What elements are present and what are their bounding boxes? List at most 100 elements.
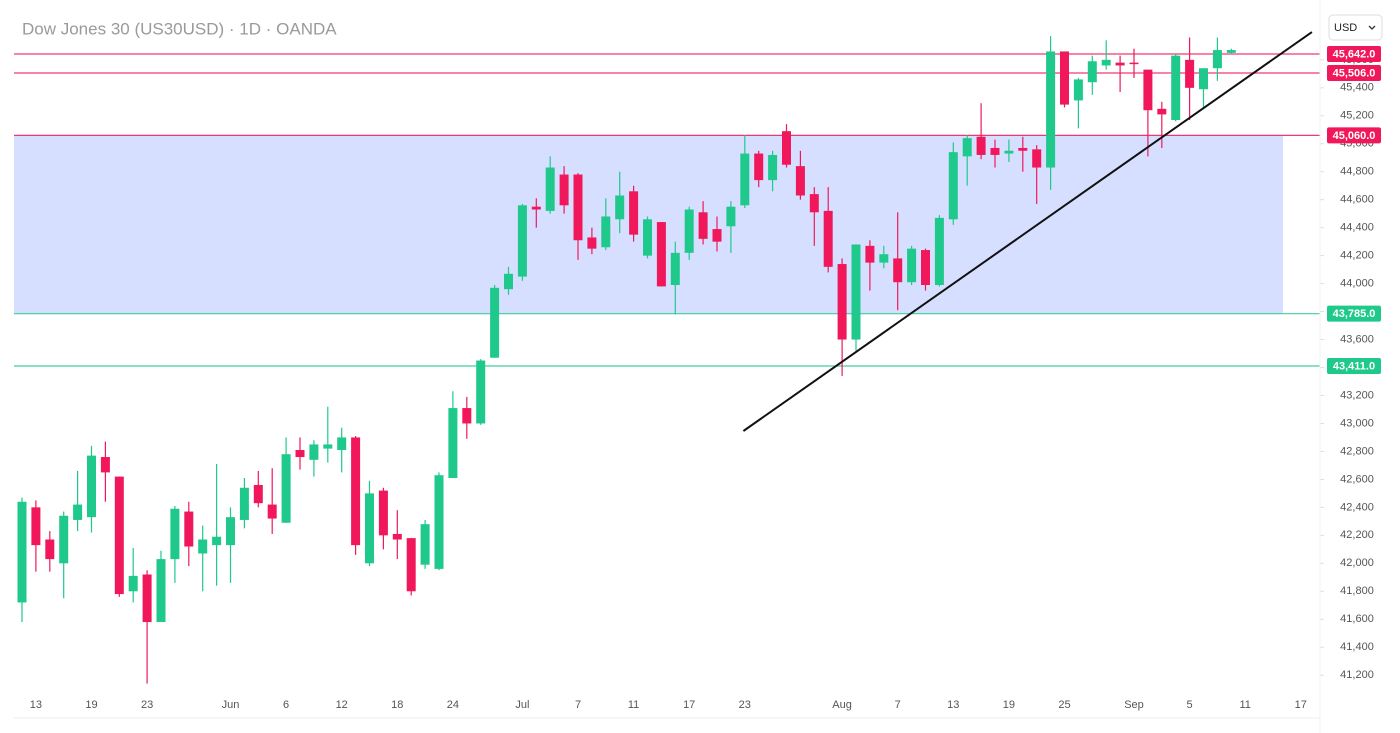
candle-body bbox=[1032, 149, 1042, 168]
candle-body bbox=[406, 538, 416, 592]
candle-body bbox=[782, 131, 791, 165]
x-tick-label: 5 bbox=[1187, 699, 1193, 711]
candle-body bbox=[392, 533, 402, 540]
x-tick-label: 12 bbox=[336, 699, 348, 711]
price-tag-label: 43,785.0 bbox=[1333, 308, 1376, 320]
y-tick-label: 41,400 bbox=[1340, 641, 1374, 653]
candle-body bbox=[87, 455, 96, 518]
x-tick-label: 11 bbox=[1239, 699, 1250, 711]
plot-area bbox=[14, 31, 1320, 684]
y-tick-label: 43,200 bbox=[1340, 389, 1374, 401]
candle-body bbox=[309, 444, 319, 460]
candle-body bbox=[795, 166, 805, 196]
y-tick-label: 41,200 bbox=[1340, 669, 1374, 681]
candle-body bbox=[1226, 50, 1236, 53]
candle-body bbox=[170, 508, 180, 560]
candle-body bbox=[1101, 59, 1111, 66]
title-backdrop bbox=[16, 14, 356, 46]
candle-body bbox=[726, 206, 736, 227]
candle-body bbox=[712, 229, 722, 242]
candle-body bbox=[601, 216, 611, 248]
candle-body bbox=[198, 539, 208, 554]
candle-body bbox=[142, 574, 152, 623]
candle-body bbox=[545, 167, 555, 211]
price-tag bbox=[1327, 45, 1381, 62]
grid-layer bbox=[1320, 59, 1324, 676]
candle-body bbox=[100, 457, 110, 473]
candle-body bbox=[184, 511, 194, 547]
candle-body bbox=[267, 504, 277, 519]
price-tag-label: 45,060.0 bbox=[1333, 130, 1376, 142]
candle-body bbox=[893, 258, 903, 283]
x-tick-label: 13 bbox=[30, 699, 42, 711]
candle-body bbox=[1073, 79, 1083, 101]
candle-body bbox=[740, 153, 750, 206]
candle-body bbox=[629, 191, 639, 235]
y-tick-label: 44,800 bbox=[1340, 166, 1374, 178]
currency-select[interactable]: USD bbox=[1328, 14, 1383, 41]
x-tick-label: 19 bbox=[1003, 699, 1015, 711]
candle-body bbox=[990, 147, 1000, 155]
candle-body bbox=[114, 476, 124, 595]
candle-body bbox=[59, 515, 69, 564]
candle-body bbox=[670, 252, 680, 286]
price-tag bbox=[1327, 127, 1381, 144]
trendline bbox=[742, 31, 1313, 432]
candle-body bbox=[462, 408, 472, 424]
candle-body bbox=[1004, 150, 1014, 154]
candle-body bbox=[420, 524, 430, 565]
y-tick-label: 44,600 bbox=[1340, 194, 1374, 206]
x-tick-label: 23 bbox=[739, 699, 751, 711]
price-tag bbox=[1327, 357, 1381, 374]
y-tick-label: 41,600 bbox=[1340, 613, 1374, 625]
candle-body bbox=[351, 437, 361, 546]
y-tick-label: 44,400 bbox=[1340, 222, 1374, 234]
candle-body bbox=[1157, 108, 1167, 115]
price-tag-label: 45,642.0 bbox=[1333, 48, 1376, 60]
candle-body bbox=[476, 360, 486, 424]
candle-body bbox=[1115, 62, 1125, 66]
chart-title: Dow Jones 30 (US30USD) · 1D · OANDA bbox=[22, 19, 337, 38]
chevron-icon bbox=[1368, 25, 1376, 30]
candle-body bbox=[1171, 55, 1181, 120]
candle-body bbox=[656, 222, 666, 287]
x-tick-label: Sep bbox=[1124, 699, 1144, 711]
candle-body bbox=[45, 539, 55, 560]
x-tick-label: 7 bbox=[895, 699, 901, 711]
candle-body bbox=[809, 194, 819, 213]
candle-body bbox=[948, 152, 958, 220]
y-tick-label: 42,600 bbox=[1340, 473, 1374, 485]
x-tick-label: 17 bbox=[683, 699, 695, 711]
x-tick-label: 18 bbox=[391, 699, 403, 711]
candle-body bbox=[1143, 69, 1153, 111]
x-tick-label: 7 bbox=[575, 699, 581, 711]
candle-body bbox=[504, 273, 513, 290]
candle-body bbox=[1087, 61, 1097, 83]
candle-body bbox=[1199, 68, 1208, 90]
x-tick-label: 23 bbox=[141, 699, 153, 711]
x-tick-label: 19 bbox=[85, 699, 97, 711]
candle-body bbox=[768, 154, 778, 181]
candle-body bbox=[253, 484, 263, 504]
currency-box[interactable] bbox=[1328, 14, 1383, 41]
candle-body bbox=[448, 408, 458, 478]
candle-body bbox=[643, 219, 652, 256]
candle-body bbox=[865, 245, 875, 263]
candle-body bbox=[698, 212, 708, 239]
x-tick-label: 6 bbox=[283, 699, 289, 711]
candle-body bbox=[128, 575, 138, 592]
currency-label[interactable]: USD bbox=[1334, 22, 1357, 34]
candle-body bbox=[323, 444, 333, 449]
candle-body bbox=[531, 206, 541, 210]
candle-body bbox=[295, 450, 305, 458]
candle-body bbox=[837, 264, 847, 340]
y-tick-label: 42,200 bbox=[1340, 529, 1374, 541]
x-tick-label: 13 bbox=[947, 699, 959, 711]
y-tick-label: 44,200 bbox=[1340, 250, 1374, 262]
candle-body bbox=[962, 138, 972, 157]
y-tick-label: 42,800 bbox=[1340, 445, 1374, 457]
candle-body bbox=[17, 501, 27, 603]
candle-body bbox=[559, 174, 569, 206]
candle-body bbox=[1046, 51, 1056, 168]
